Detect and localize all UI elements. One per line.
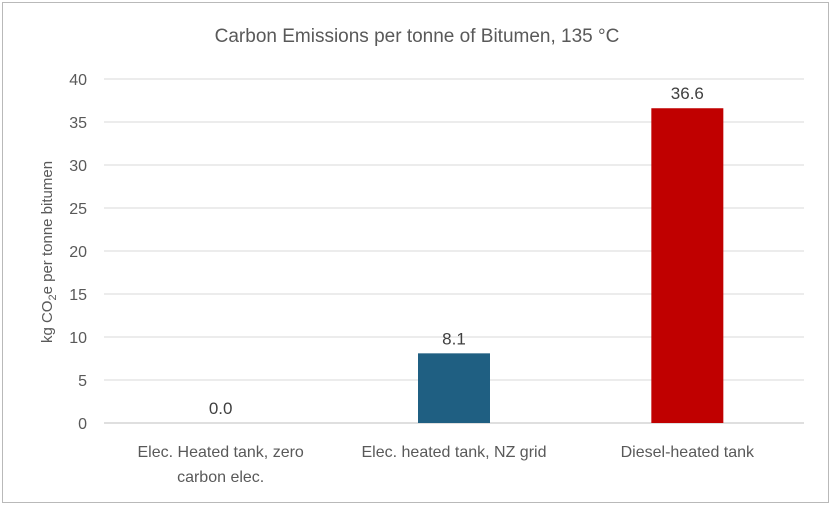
y-tick-label: 0 — [78, 416, 87, 433]
y-axis-label: kg CO2e per tonne bitumen — [39, 161, 59, 343]
y-tick-label: 25 — [69, 201, 87, 218]
y-axis-ticks: 0 5 10 15 20 25 30 35 40 — [69, 72, 87, 433]
data-label: 36.6 — [671, 84, 704, 103]
bars — [418, 108, 724, 424]
x-category-label: Elec. Heated tank, zero — [138, 444, 304, 461]
y-tick-label: 5 — [78, 373, 87, 390]
data-labels: 0.0 8.1 36.6 — [209, 84, 704, 418]
x-category-label: Elec. heated tank, NZ grid — [362, 444, 547, 461]
x-category-label: Diesel-heated tank — [621, 444, 755, 461]
data-label: 8.1 — [442, 329, 466, 348]
y-tick-label: 30 — [69, 158, 87, 175]
y-tick-label: 15 — [69, 287, 87, 304]
y-tick-label: 10 — [69, 330, 87, 347]
y-tick-label: 35 — [69, 115, 87, 132]
bar — [651, 108, 724, 424]
data-label: 0.0 — [209, 399, 233, 418]
x-axis-categories: Elec. Heated tank, zero carbon elec. Elec.… — [138, 444, 756, 486]
chart-title: Carbon Emissions per tonne of Bitumen, 1… — [215, 26, 620, 47]
y-tick-label: 40 — [69, 72, 87, 89]
x-category-label: carbon elec. — [177, 469, 264, 486]
bar — [418, 353, 490, 423]
y-tick-label: 20 — [69, 244, 87, 261]
